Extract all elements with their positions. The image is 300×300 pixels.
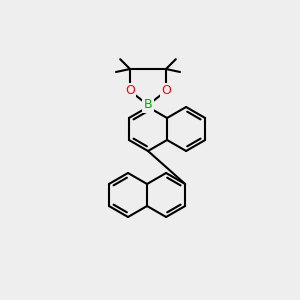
Text: B: B xyxy=(144,98,152,112)
Text: O: O xyxy=(125,85,135,98)
Text: O: O xyxy=(161,85,171,98)
